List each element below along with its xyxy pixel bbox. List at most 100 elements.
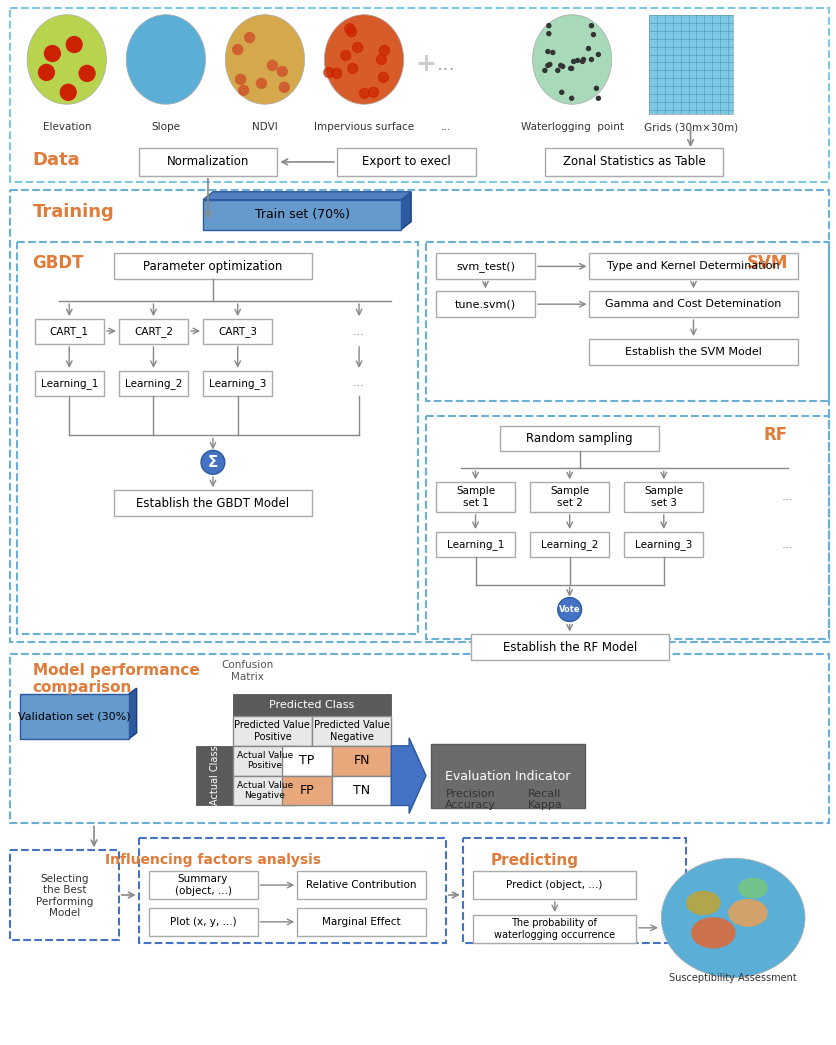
FancyBboxPatch shape	[114, 490, 312, 516]
FancyBboxPatch shape	[624, 532, 702, 557]
FancyBboxPatch shape	[148, 872, 257, 899]
Text: Selecting
the Best
Performing
Model: Selecting the Best Performing Model	[36, 874, 93, 919]
Circle shape	[377, 43, 387, 52]
Circle shape	[594, 64, 599, 68]
Text: Data: Data	[33, 150, 80, 169]
FancyBboxPatch shape	[500, 425, 658, 451]
FancyBboxPatch shape	[589, 292, 797, 317]
Circle shape	[543, 68, 546, 71]
Text: Model performance
comparison: Model performance comparison	[33, 663, 199, 695]
Circle shape	[589, 33, 593, 38]
Text: Predict (object, ...): Predict (object, ...)	[506, 880, 602, 890]
Text: svm_test(): svm_test()	[456, 261, 514, 272]
Circle shape	[323, 21, 333, 30]
Circle shape	[258, 34, 268, 45]
Circle shape	[81, 41, 97, 56]
FancyBboxPatch shape	[589, 339, 797, 365]
Circle shape	[539, 68, 543, 72]
FancyBboxPatch shape	[139, 148, 277, 176]
Text: Training: Training	[33, 203, 115, 220]
FancyBboxPatch shape	[529, 482, 609, 512]
Circle shape	[571, 76, 575, 80]
Text: Parameter optimization: Parameter optimization	[143, 260, 283, 273]
Text: The probability of
waterlogging occurrence: The probability of waterlogging occurren…	[493, 918, 614, 939]
Circle shape	[577, 47, 581, 51]
Text: Confusion
Matrix: Confusion Matrix	[222, 660, 273, 682]
FancyBboxPatch shape	[336, 148, 475, 176]
Text: Learning_3: Learning_3	[635, 539, 691, 550]
Text: TP: TP	[299, 754, 314, 767]
Polygon shape	[400, 192, 410, 230]
Text: Elevation: Elevation	[43, 122, 91, 132]
Circle shape	[577, 52, 581, 56]
FancyBboxPatch shape	[196, 746, 232, 806]
Ellipse shape	[691, 918, 735, 949]
Circle shape	[553, 75, 557, 79]
Circle shape	[263, 80, 273, 90]
FancyBboxPatch shape	[624, 482, 702, 512]
Ellipse shape	[225, 15, 304, 104]
Circle shape	[576, 95, 580, 99]
Text: Establish the SVM Model: Establish the SVM Model	[624, 347, 761, 357]
Text: ...: ...	[441, 122, 451, 132]
Text: Waterlogging  point: Waterlogging point	[520, 122, 623, 132]
Circle shape	[390, 79, 400, 89]
Circle shape	[561, 36, 565, 40]
Circle shape	[380, 95, 390, 106]
Text: Influencing factors analysis: Influencing factors analysis	[104, 853, 320, 867]
FancyBboxPatch shape	[472, 915, 635, 943]
Circle shape	[553, 31, 557, 36]
Ellipse shape	[686, 890, 720, 915]
Text: Predicted Value
Negative: Predicted Value Negative	[314, 720, 389, 742]
FancyBboxPatch shape	[203, 371, 272, 396]
FancyBboxPatch shape	[232, 694, 390, 716]
FancyBboxPatch shape	[436, 254, 534, 279]
FancyBboxPatch shape	[529, 532, 609, 557]
FancyBboxPatch shape	[34, 371, 104, 396]
FancyBboxPatch shape	[470, 634, 668, 660]
Text: Actual Value
Negative: Actual Value Negative	[237, 781, 293, 800]
FancyBboxPatch shape	[436, 292, 534, 317]
FancyBboxPatch shape	[232, 716, 312, 746]
Text: Establish the GBDT Model: Establish the GBDT Model	[136, 496, 289, 510]
Circle shape	[558, 44, 562, 47]
FancyBboxPatch shape	[544, 148, 722, 176]
Circle shape	[596, 68, 599, 72]
Circle shape	[376, 84, 386, 93]
Text: tune.svm(): tune.svm()	[454, 299, 515, 309]
Text: Impervious surface: Impervious surface	[314, 122, 414, 132]
Text: Type and Kernel Determination: Type and Kernel Determination	[606, 261, 779, 272]
Ellipse shape	[727, 899, 767, 927]
Circle shape	[338, 93, 347, 103]
Circle shape	[75, 28, 91, 45]
Text: Gamma and Cost Detemination: Gamma and Cost Detemination	[604, 299, 781, 309]
FancyBboxPatch shape	[119, 319, 188, 344]
Text: ...: ...	[781, 490, 793, 503]
Text: Σ: Σ	[207, 455, 218, 470]
FancyBboxPatch shape	[20, 694, 129, 739]
FancyBboxPatch shape	[114, 254, 312, 279]
Circle shape	[85, 64, 101, 79]
Text: CART_1: CART_1	[49, 326, 89, 336]
Polygon shape	[390, 738, 426, 813]
Text: Predicted Class: Predicted Class	[269, 700, 354, 710]
FancyBboxPatch shape	[648, 15, 732, 114]
FancyBboxPatch shape	[472, 872, 635, 899]
FancyBboxPatch shape	[282, 775, 331, 806]
Text: Susceptibility Assessment: Susceptibility Assessment	[669, 973, 796, 982]
Text: Summary
(object, ...): Summary (object, ...)	[175, 875, 232, 896]
Text: ...: ...	[353, 325, 364, 338]
Text: Establish the RF Model: Establish the RF Model	[502, 641, 636, 654]
Text: +: +	[415, 52, 436, 76]
Text: RF: RF	[762, 426, 787, 444]
Text: Precision
Accuracy: Precision Accuracy	[445, 789, 496, 810]
Text: FN: FN	[353, 754, 370, 767]
Text: NDVI: NDVI	[252, 122, 278, 132]
Circle shape	[377, 79, 387, 89]
FancyBboxPatch shape	[312, 716, 390, 746]
Circle shape	[553, 51, 557, 55]
Circle shape	[591, 47, 594, 50]
Circle shape	[558, 87, 562, 90]
Text: CART_3: CART_3	[218, 326, 257, 336]
Text: TN: TN	[353, 784, 370, 797]
